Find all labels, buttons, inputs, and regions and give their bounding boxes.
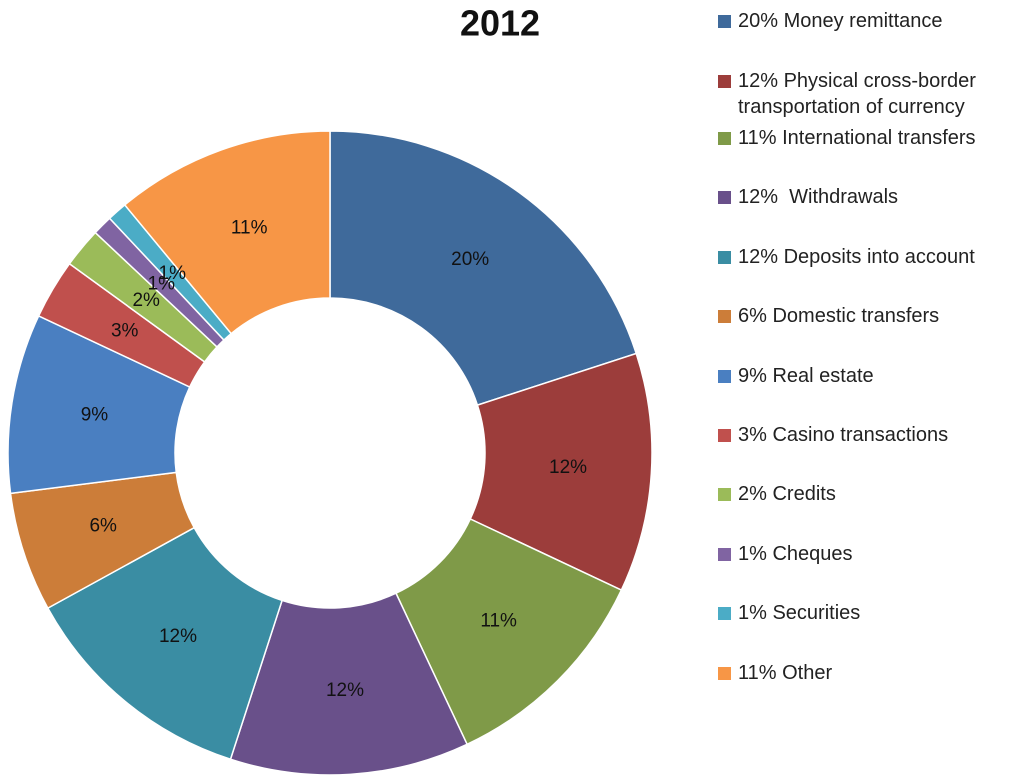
data-label: 11% [231, 218, 268, 239]
legend-label: 12% Deposits into account [738, 245, 975, 268]
data-label: 11% [480, 611, 517, 632]
legend-swatch [718, 15, 731, 28]
legend-item: 12% Withdrawals [718, 184, 1018, 210]
slice [469, 352, 653, 592]
legend-label: 11% International transfers [738, 127, 976, 149]
legend-label: 2% Credits [738, 483, 836, 506]
slice [229, 592, 469, 776]
slice [46, 526, 284, 761]
legend-label: 3% Casino transactions [738, 424, 949, 446]
legend-item: 3% Casino transactions [718, 422, 1018, 448]
legend-swatch [718, 132, 731, 145]
data-label: 1% [159, 263, 187, 284]
legend-item: 1% Cheques [718, 541, 1018, 567]
legend-label: 6% Domestic transfers [738, 305, 940, 328]
legend-item: 11% Other [718, 660, 1018, 686]
legend-swatch [718, 191, 731, 205]
legend-swatch [718, 547, 731, 561]
legend-swatch [718, 250, 731, 264]
legend-item: 1% Securities [718, 600, 1018, 626]
legend-swatch [718, 310, 731, 324]
legend-item: 11% International transfers [718, 125, 1018, 151]
data-label: 20% [451, 249, 489, 270]
legend-item: 2% Credits [718, 481, 1018, 507]
data-label: 2% [132, 290, 160, 311]
legend-label: 12% Physical cross-border transportation… [738, 70, 982, 118]
legend-label: 20% Money remittance [738, 10, 943, 32]
legend-label: 1% Cheques [738, 542, 853, 565]
legend-swatch [718, 607, 731, 621]
legend-label: 12% Withdrawals [738, 186, 899, 209]
legend-swatch [718, 488, 731, 502]
legend-label: 9% Real estate [738, 364, 874, 387]
data-label: 3% [111, 321, 139, 342]
data-label: 12% [326, 680, 364, 701]
legend-item: 12% Deposits into account [718, 244, 1018, 270]
data-label: 6% [89, 516, 117, 537]
legend-swatch [718, 369, 731, 383]
legend-item: 6% Domestic transfers [718, 303, 1018, 329]
slice [123, 130, 331, 335]
data-label: 9% [81, 405, 109, 426]
legend-label: 11% Other [738, 661, 833, 684]
legend-swatch [718, 666, 731, 680]
legend-item: 12% Physical cross-border transportation… [718, 68, 1018, 120]
legend-swatch [718, 75, 731, 88]
legend-swatch [718, 429, 731, 442]
data-label: 12% [159, 626, 197, 647]
data-label: 1% [148, 273, 176, 294]
legend-label: 1% Securities [738, 602, 861, 625]
data-label: 12% [549, 457, 587, 478]
slice [329, 130, 638, 407]
chart-title: 2012 [460, 3, 540, 44]
legend-item: 9% Real estate [718, 363, 1018, 389]
legend-item: 20% Money remittance [718, 8, 1018, 34]
